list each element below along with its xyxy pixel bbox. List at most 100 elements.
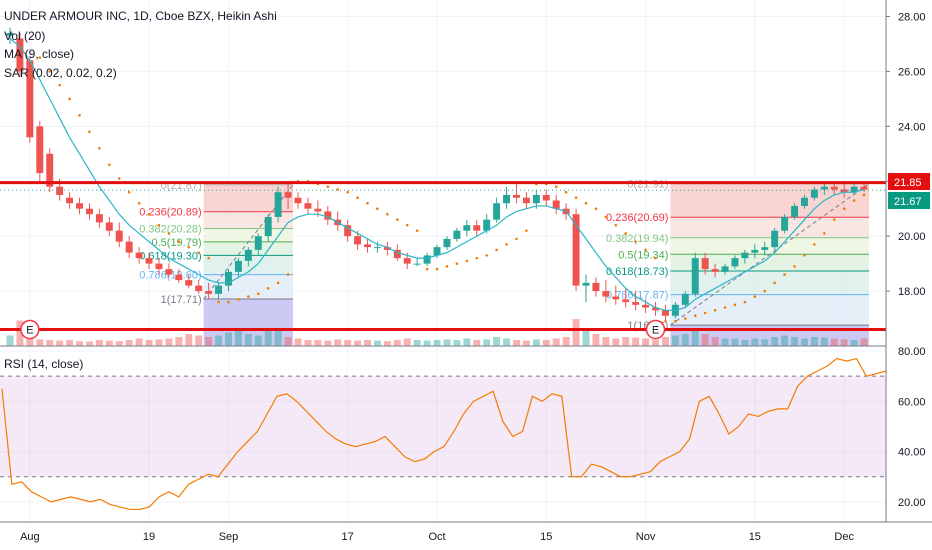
- sar-dot: [425, 267, 429, 271]
- sar-dot: [475, 256, 479, 260]
- rsi-tick-label: 40.00: [898, 447, 926, 459]
- volume-bar: [334, 339, 342, 346]
- volume-bar: [6, 335, 14, 346]
- volume-bar: [691, 329, 699, 346]
- candle-body: [830, 186, 838, 190]
- volume-bar: [463, 338, 471, 346]
- fib-zone: [203, 299, 294, 346]
- sar-dot: [674, 319, 677, 323]
- volume-bar: [542, 340, 550, 346]
- sar-dot: [634, 240, 637, 243]
- time-tick-label: 19: [143, 531, 155, 543]
- volume-bar: [165, 338, 173, 346]
- sar-dot: [465, 259, 469, 263]
- time-tick-label: Aug: [20, 531, 40, 543]
- volume-bar: [56, 340, 64, 346]
- candle-body: [185, 280, 193, 286]
- volume-bar: [433, 340, 441, 346]
- sar-dot: [415, 229, 419, 232]
- volume-bar: [810, 337, 818, 346]
- candle-body: [234, 260, 242, 272]
- sar-dot: [38, 56, 42, 59]
- time-tick-label: Dec: [834, 531, 854, 543]
- price-tick-label: 28.00: [898, 11, 926, 23]
- fib-level-label: 0.236(20.69): [606, 212, 668, 224]
- candle-body: [850, 186, 858, 193]
- sar-dot: [703, 311, 707, 315]
- sar-dot: [78, 114, 81, 117]
- volume-bar: [652, 339, 659, 346]
- candle-body: [393, 249, 401, 259]
- volume-bar: [115, 341, 123, 346]
- volume-bar: [364, 340, 371, 346]
- sar-dot: [326, 185, 330, 189]
- volume-bar: [721, 338, 729, 346]
- sar-dot: [356, 196, 359, 200]
- candle-body: [155, 263, 163, 270]
- sar-dot: [842, 207, 846, 210]
- volume-bar: [701, 334, 709, 346]
- sar-dot: [237, 298, 240, 301]
- fib-zone: [203, 228, 294, 242]
- candle-body: [314, 208, 322, 212]
- volume-bar: [840, 339, 848, 346]
- sar-dot: [832, 218, 836, 221]
- sar-dot: [98, 146, 101, 150]
- volume-bar: [513, 340, 520, 346]
- volume-bar: [522, 340, 530, 346]
- time-tick-label: Sep: [219, 531, 239, 543]
- candle-body: [503, 194, 511, 204]
- fib-zone: [670, 271, 870, 295]
- volume-bar: [801, 338, 808, 346]
- candle-body: [195, 285, 203, 292]
- sar-dot: [525, 229, 528, 232]
- volume-bar: [582, 331, 590, 346]
- volume-bar: [681, 334, 689, 346]
- candle-body: [46, 153, 54, 187]
- sar-dot: [276, 281, 280, 285]
- sar-dot: [217, 300, 220, 304]
- candle-body: [453, 230, 461, 239]
- fib-zone: [670, 237, 870, 255]
- price-tick-label: 24.00: [898, 121, 926, 133]
- ma-line: [9, 37, 865, 311]
- volume-bar: [711, 337, 719, 346]
- volume-bar: [76, 341, 83, 346]
- sar-dot: [793, 265, 796, 268]
- sar-dot: [693, 314, 697, 318]
- volume-bar: [612, 338, 620, 346]
- candle-body: [105, 222, 113, 231]
- volume-bar: [771, 337, 779, 346]
- sar-dot: [783, 273, 786, 276]
- candle-body: [781, 216, 789, 231]
- sar-dot: [68, 97, 71, 101]
- volume-bar: [234, 331, 242, 346]
- candle-body: [632, 302, 640, 305]
- candle-body: [433, 247, 441, 256]
- candle-body: [592, 282, 600, 292]
- fib-zone: [670, 294, 870, 326]
- sar-dot: [713, 309, 717, 312]
- candle-body: [513, 194, 520, 198]
- volume-bar: [622, 337, 630, 346]
- sar-dot: [435, 267, 439, 271]
- sar-dot: [773, 281, 776, 285]
- candle-body: [741, 252, 749, 259]
- candle-body: [215, 285, 223, 294]
- fib-trend-line: [670, 183, 870, 326]
- volume-bar: [562, 337, 570, 346]
- rsi-tick-label: 20.00: [898, 497, 926, 509]
- sar-dot: [58, 83, 61, 87]
- candle-body: [522, 197, 530, 204]
- earnings-marker-label: E: [26, 325, 33, 337]
- sar-dot: [197, 251, 200, 254]
- volume-bar: [830, 338, 838, 346]
- fib-level-label: 0.786(18.60): [139, 270, 201, 282]
- volume-bar: [294, 338, 302, 346]
- sar-dot: [346, 190, 349, 194]
- volume-bar: [284, 337, 292, 346]
- candle-body: [373, 247, 381, 249]
- sar-dot: [515, 237, 518, 241]
- volume-bar: [16, 320, 24, 346]
